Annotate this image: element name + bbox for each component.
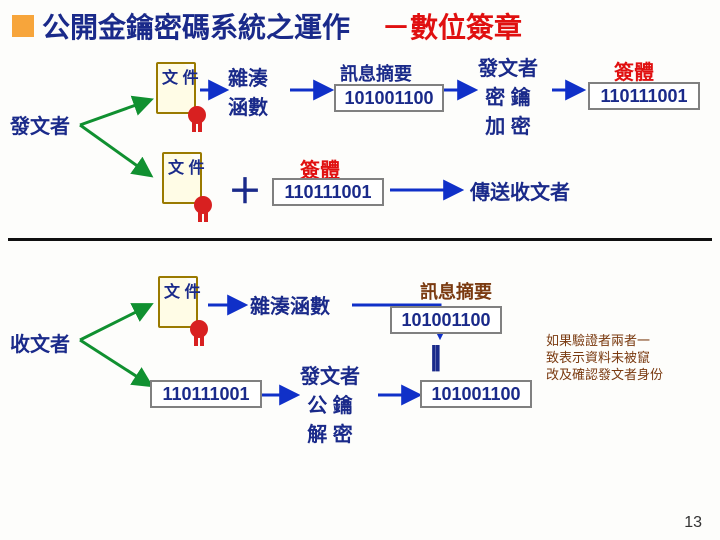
sig-box-3: 110111001: [150, 380, 262, 408]
hash-label-1: 雜湊 涵數: [228, 62, 268, 120]
plus-sign: ＋: [228, 164, 262, 213]
divider-line: [8, 238, 712, 241]
digest-label-2: 訊息摘要: [420, 278, 492, 304]
doc-icon-1: 文 件: [156, 62, 204, 122]
digest-box-3: 101001100: [420, 380, 532, 408]
digest-box-1: 101001100: [334, 84, 444, 112]
sender-label: 發文者: [10, 110, 70, 139]
title-row: 公開金鑰密碼系統之運作 －數位簽章: [12, 6, 522, 46]
doc-icon-2: 文 件: [162, 152, 210, 212]
title-bullet: [12, 15, 34, 37]
send-to-label: 傳送收文者: [470, 176, 570, 205]
sig-box-1: 110111001: [588, 82, 700, 110]
hash-label-2: 雜湊涵數: [250, 290, 330, 319]
compare-symbol: ||: [430, 340, 438, 372]
digest-box-2: 101001100: [390, 306, 502, 334]
digest-label-1: 訊息摘要: [340, 60, 412, 86]
arrows-svg: [0, 50, 720, 490]
doc-icon-3: 文 件: [158, 276, 206, 336]
sender-pubkey-label: 發文者 公 鑰 解 密: [300, 360, 360, 447]
title-main: 公開金鑰密碼系統之運作: [42, 6, 350, 46]
diagram-canvas: 發文者 文 件 雜湊 涵數 訊息摘要 101001100 發文者 密 鑰 加 密…: [0, 50, 720, 490]
verification-note: 如果驗證者兩者一 致表示資料未被竄 改及確認發文者身份: [546, 332, 663, 383]
title-sub: －數位簽章: [382, 6, 522, 46]
sig-label-1: 簽體: [614, 56, 654, 85]
receiver-label: 收文者: [10, 328, 70, 357]
page-number: 13: [684, 514, 702, 532]
sender-key-label: 發文者 密 鑰 加 密: [478, 52, 538, 139]
sig-box-2: 110111001: [272, 178, 384, 206]
